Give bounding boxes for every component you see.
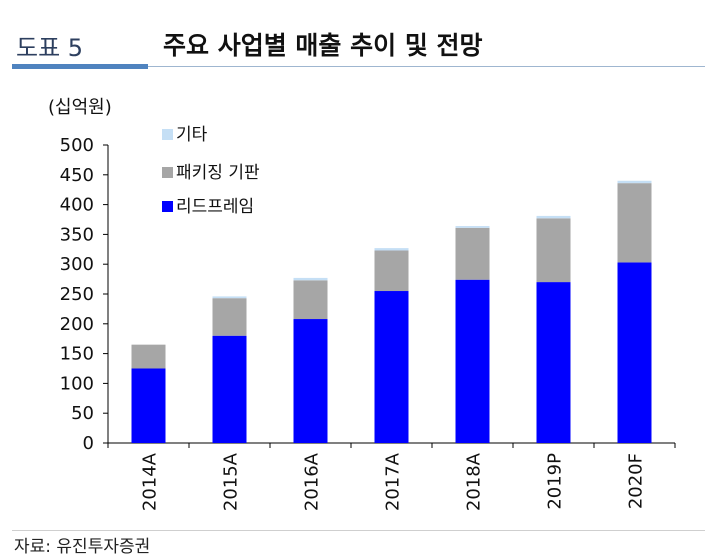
legend-label: 패키징 기판 [176,163,260,183]
bar-segment-패키징 기판 [293,280,328,320]
y-tick-label: 150 [60,344,94,365]
bar-segment-기타 [536,215,571,219]
bar-segment-리드프레임 [131,368,166,443]
bar-segment-기타 [374,248,409,251]
bar-segment-기타 [293,277,328,281]
y-tick-label: 100 [60,373,94,394]
bar-segment-패키징 기판 [617,183,652,263]
y-tick-label: 200 [60,314,94,335]
x-tick-label: 2017A [383,452,404,511]
y-tick-label: 300 [60,254,94,275]
y-tick-label: 450 [60,165,94,186]
bar-segment-기타 [455,226,490,228]
legend-swatch [162,167,173,178]
bar-segment-리드프레임 [455,279,490,443]
x-tick-label: 2018A [464,452,485,511]
bar-segment-리드프레임 [293,319,328,443]
bar-segment-기타 [212,296,247,299]
y-tick-label: 350 [60,224,94,245]
x-tick-label: 2014A [140,452,161,511]
x-tick-label: 2019P [545,453,566,510]
bar-segment-패키징 기판 [536,218,571,283]
bar-segment-리드프레임 [212,335,247,443]
bar-segment-기타 [617,180,652,184]
y-tick-label: 0 [83,433,94,454]
bar-segment-리드프레임 [536,282,571,443]
bar-segment-패키징 기판 [131,344,166,369]
x-tick-label: 2015A [221,452,242,511]
source-note: 자료: 유진투자증권 [14,537,151,557]
footer-rule [12,530,705,531]
bar-segment-리드프레임 [617,262,652,443]
legend-label: 리드프레임 [176,197,254,217]
x-tick-label: 2020F [626,453,647,509]
stacked-bar-chart: 0 50 100 150 200 250 300 350 400 450 500 2014A 2015A… [60,125,676,511]
header-accent-rule [12,64,148,69]
y-tick-label: 400 [60,195,94,216]
y-tick-label: 500 [60,135,94,156]
bar-segment-패키징 기판 [374,250,409,292]
bar-segment-리드프레임 [374,291,409,443]
bar-segment-패키징 기판 [455,227,490,280]
figure-number: 도표 5 [16,34,84,62]
figure-header: 도표 5 주요 사업별 매출 추이 및 전망 [0,0,717,70]
x-tick-label: 2016A [302,452,323,511]
legend-swatch [162,129,173,140]
legend-label: 기타 [176,125,208,145]
legend-swatch [162,201,173,212]
header-rule [148,66,705,67]
y-tick-label: 50 [71,403,94,424]
bar-segment-패키징 기판 [212,298,247,336]
y-tick-label: 250 [60,284,94,305]
y-axis-unit-label: (십억원) [48,97,112,118]
figure-title: 주요 사업별 매출 추이 및 전망 [163,31,483,60]
